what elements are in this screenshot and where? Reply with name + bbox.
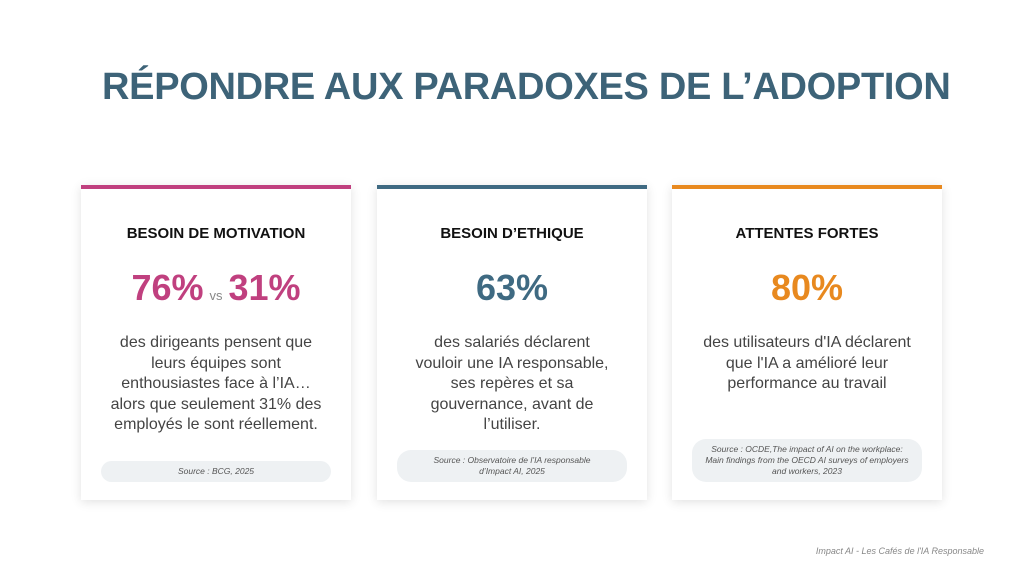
source-line: Source : BCG, 2025 [177, 466, 255, 476]
stat: 76% vs 31% [81, 267, 351, 309]
source: Source : BCG, 2025 [101, 461, 331, 482]
source-line: d’Impact AI, 2025 [479, 466, 545, 476]
card-accent [672, 185, 942, 189]
card-heading: BESOIN D’ETHIQUE [440, 225, 584, 242]
card-accent [81, 185, 351, 189]
description: des dirigeants pensent que leurs équipes … [81, 333, 351, 436]
footer: Impact AI - Les Cafés de l'IA Responsabl… [815, 546, 984, 556]
description-line: employés le sont réellement. [114, 416, 318, 433]
card-accent [377, 185, 647, 189]
description-line: alors que seulement 31% des [110, 395, 322, 413]
card-heading: BESOIN DE MOTIVATION [126, 225, 306, 242]
stat-value: 80% [770, 267, 844, 308]
source: Source : OCDE,The impact of AI on the wo… [692, 439, 922, 482]
card-heading: ATTENTES FORTES [735, 225, 879, 242]
description-line: leurs équipes sont [151, 354, 281, 372]
description-line: vouloir une IA responsable, [415, 354, 609, 372]
stat: 63% [377, 267, 647, 309]
source-line: Source : OCDE,The impact of AI on the wo… [711, 444, 903, 454]
description-line: des salariés déclarent [434, 334, 590, 351]
stat-value: 31% [228, 267, 301, 308]
stat-connector: vs [209, 288, 223, 303]
description-line: gouvernance, avant de [430, 395, 594, 413]
stat-value: 76% [131, 267, 204, 308]
description-line: ses repères et sa [450, 375, 574, 392]
source-line: and workers, 2023 [772, 466, 842, 476]
description: des utilisateurs d'IA déclarent que l'IA … [672, 333, 942, 395]
source: Source : Observatoire de l’IA responsabl… [397, 450, 627, 482]
description-line: que l'IA a amélioré leur [725, 354, 889, 372]
description-line: des dirigeants pensent que [119, 334, 313, 351]
slide-title: RÉPONDRE AUX PARADOXES DE L’ADOPTION [102, 66, 951, 108]
source-line: Main findings from the OECD AI surveys o… [705, 455, 909, 465]
source-line: Source : Observatoire de l’IA responsabl… [433, 455, 591, 465]
card: BESOIN D’ETHIQUE 63% des salariés déclaren… [377, 185, 647, 500]
description-line: l’utiliser. [483, 416, 541, 433]
description-line: enthousiastes face à l’IA… [121, 375, 311, 392]
card: ATTENTES FORTES 80% des utilisateurs d'IA … [672, 185, 942, 500]
description-line: performance au travail [727, 375, 887, 392]
stat-value: 63% [475, 267, 549, 308]
stat: 80% [672, 267, 942, 309]
description-line: des utilisateurs d'IA déclarent [703, 334, 911, 351]
description: des salariés déclarent vouloir une IA res… [377, 333, 647, 436]
card: BESOIN DE MOTIVATION 76% vs 31% des dirigean… [81, 185, 351, 500]
